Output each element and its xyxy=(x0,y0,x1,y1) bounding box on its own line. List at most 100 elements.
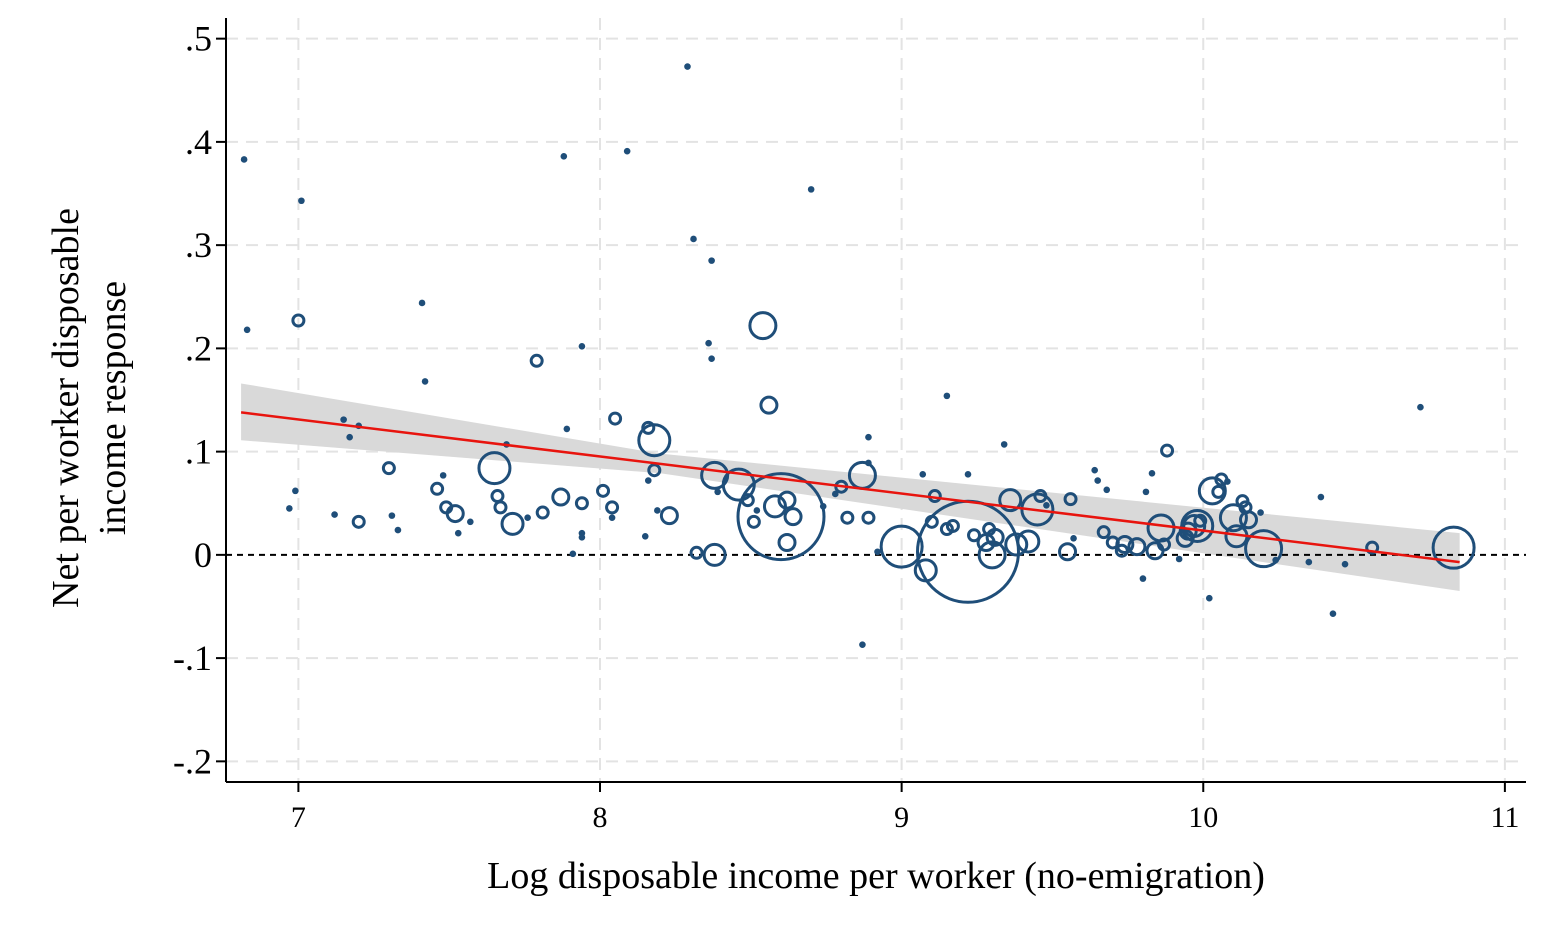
data-point xyxy=(1317,493,1325,501)
data-point xyxy=(865,433,872,441)
data-point xyxy=(964,471,972,478)
data-point xyxy=(819,503,827,510)
data-point xyxy=(1091,466,1098,474)
data-point xyxy=(524,514,531,521)
x-axis-title: Log disposable income per worker (no-emi… xyxy=(487,855,1265,897)
data-point xyxy=(454,529,462,537)
data-point xyxy=(1211,484,1226,499)
data-point xyxy=(1193,513,1208,528)
data-point xyxy=(1096,525,1111,540)
fit-line xyxy=(240,411,1460,564)
data-point xyxy=(418,299,426,307)
data-point xyxy=(608,514,616,521)
x-tick-label: 7 xyxy=(291,801,306,834)
data-point xyxy=(1341,560,1349,568)
data-point xyxy=(493,500,508,515)
data-point xyxy=(1257,509,1264,516)
data-point xyxy=(243,326,251,334)
y-tick-label: -.2 xyxy=(173,741,212,781)
axes xyxy=(216,18,1526,792)
data-point xyxy=(578,343,586,350)
data-point xyxy=(340,416,347,423)
data-point xyxy=(1070,535,1077,542)
data-point xyxy=(1063,492,1078,507)
data-point xyxy=(1043,502,1050,509)
data-point xyxy=(1218,503,1248,533)
data-point xyxy=(1244,529,1284,569)
data-point xyxy=(1004,532,1029,557)
data-point xyxy=(1160,443,1175,458)
data-point xyxy=(490,489,505,504)
data-point xyxy=(240,156,248,163)
data-point xyxy=(748,311,778,341)
data-point xyxy=(705,339,712,347)
data-point xyxy=(859,641,866,648)
x-tick-label: 11 xyxy=(1490,801,1519,834)
data-point xyxy=(430,481,445,496)
data-point xyxy=(574,496,589,511)
data-point xyxy=(977,540,1007,570)
data-point xyxy=(1239,510,1259,530)
data-point xyxy=(286,505,293,512)
data-point xyxy=(1094,477,1101,484)
data-point xyxy=(445,504,465,524)
data-point xyxy=(967,528,982,543)
data-point xyxy=(708,257,715,264)
data-point xyxy=(388,512,396,519)
data-point xyxy=(708,355,715,363)
data-point xyxy=(1305,558,1313,566)
data-point xyxy=(690,235,697,243)
data-point xyxy=(1115,535,1135,555)
data-point xyxy=(985,527,1005,547)
x-tick-label: 10 xyxy=(1188,801,1218,834)
data-point xyxy=(943,392,951,400)
data-point xyxy=(998,488,1023,513)
data-point xyxy=(840,510,855,525)
data-point xyxy=(1033,489,1048,504)
data-point xyxy=(535,505,550,520)
fit-line-layer xyxy=(240,411,1460,564)
data-point xyxy=(1272,556,1279,564)
data-point xyxy=(702,542,727,567)
data-point xyxy=(298,197,305,205)
data-point xyxy=(684,63,691,70)
data-point xyxy=(714,488,721,496)
data-point xyxy=(421,378,429,385)
data-point xyxy=(746,514,761,529)
data-point xyxy=(346,433,353,441)
data-point xyxy=(831,490,839,498)
data-point xyxy=(1205,594,1213,602)
y-tick-label: .1 xyxy=(185,432,212,472)
data-point xyxy=(1157,537,1172,552)
data-point xyxy=(1127,537,1147,557)
data-point xyxy=(919,471,927,478)
data-point xyxy=(689,545,704,560)
data-point xyxy=(777,490,797,510)
data-point xyxy=(578,534,586,541)
data-point xyxy=(331,511,338,518)
data-point xyxy=(641,532,649,540)
data-point xyxy=(1431,525,1476,570)
data-point xyxy=(1000,441,1008,448)
data-point xyxy=(1365,540,1380,555)
data-point xyxy=(1139,575,1147,582)
data-point xyxy=(1016,529,1041,554)
y-axis-title-line-1: Net per worker disposable xyxy=(45,208,87,608)
data-point xyxy=(551,487,571,507)
data-point xyxy=(291,313,306,328)
tick-labels: -.2 -.1 0 .1 .2 .3 .4 .5 7 8 9 10 11 xyxy=(173,19,1519,834)
data-point xyxy=(654,507,661,514)
data-point xyxy=(608,411,623,426)
y-tick-label: 0 xyxy=(194,535,212,575)
data-point xyxy=(1180,508,1215,543)
data-point xyxy=(563,425,571,433)
data-point xyxy=(439,472,447,479)
data-point xyxy=(865,459,872,467)
data-point xyxy=(467,518,474,526)
data-point xyxy=(1329,610,1337,618)
data-point xyxy=(1224,478,1231,485)
y-tick-label: .5 xyxy=(185,19,212,59)
data-point xyxy=(1103,486,1111,494)
data-point xyxy=(647,463,662,478)
